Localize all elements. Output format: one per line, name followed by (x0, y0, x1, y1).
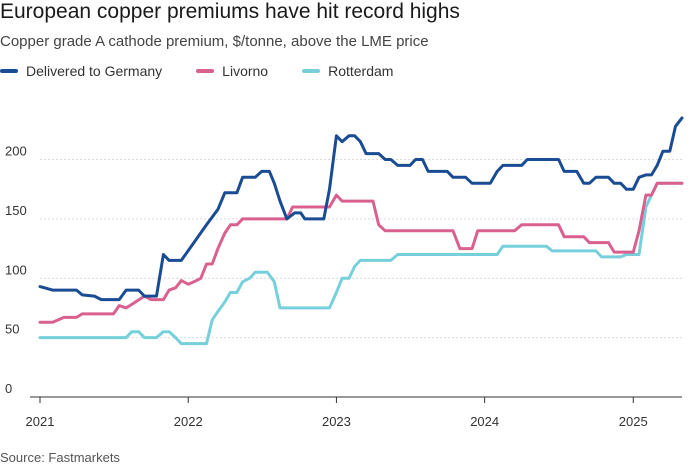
legend-label-rotterdam: Rotterdam (328, 63, 394, 79)
legend-label-germany: Delivered to Germany (26, 63, 163, 79)
y-tick-label-150: 150 (5, 203, 27, 218)
legend-swatch-germany (0, 69, 18, 73)
y-tick-label-200: 200 (5, 144, 27, 159)
legend-swatch-livorno (196, 69, 215, 73)
legend-item-germany: Delivered to Germany (0, 63, 162, 79)
y-tick-label-0: 0 (5, 381, 12, 396)
source-note: Source: Fastmarkets (0, 450, 120, 465)
series-line-delivered-to-germany (38, 116, 684, 302)
legend-item-livorno: Livorno (196, 63, 268, 79)
legend-swatch-rotterdam (302, 69, 321, 73)
x-tick-label-2024: 2024 (470, 414, 499, 429)
x-tick-label-2022: 2022 (174, 414, 203, 429)
series-line-rotterdam (38, 181, 684, 346)
chart-title: European copper premiums have hit record… (0, 0, 460, 23)
legend-label-livorno: Livorno (222, 63, 269, 79)
x-tick-label-2025: 2025 (619, 414, 648, 429)
legend-item-rotterdam: Rotterdam (302, 63, 393, 79)
x-tick-label-2021: 2021 (26, 414, 55, 429)
x-tick-label-2023: 2023 (322, 414, 351, 429)
legend: Delivered to Germany Livorno Rotterdam (0, 63, 427, 79)
chart-subtitle: Copper grade A cathode premium, $/tonne,… (0, 33, 429, 50)
series-line-livorno (38, 181, 684, 324)
y-tick-label-100: 100 (5, 262, 27, 277)
y-tick-label-50: 50 (5, 322, 19, 337)
